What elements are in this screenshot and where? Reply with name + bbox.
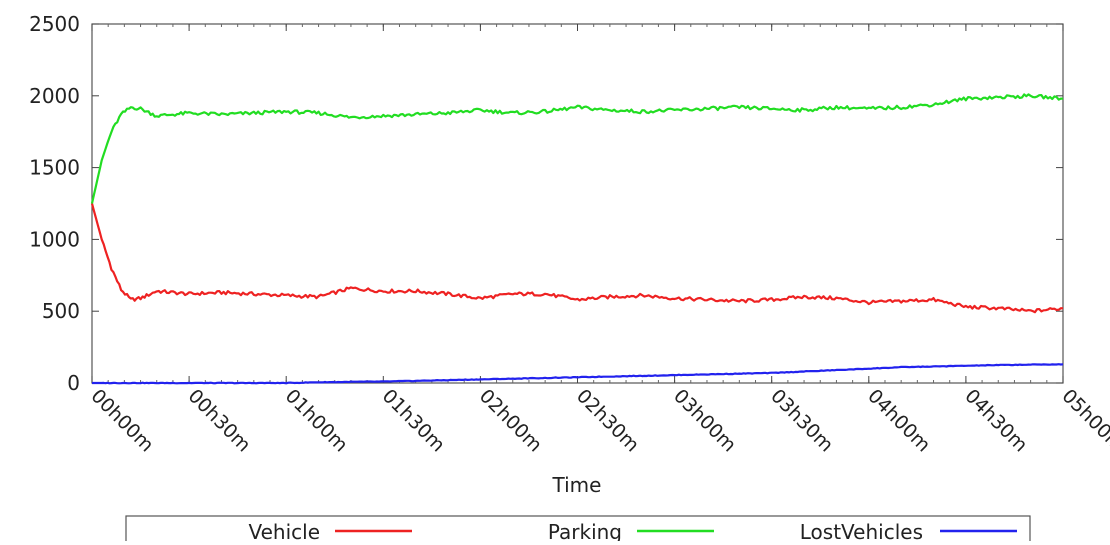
y-tick-label: 2000 (29, 84, 80, 108)
series-line-vehicle (90, 203, 1064, 314)
series-line-parking (90, 93, 1064, 204)
x-tick-label: 03h30m (766, 385, 837, 456)
legend-box (125, 515, 1031, 545)
legend-label-lostvehicles: LostVehicles (800, 520, 923, 541)
x-tick-label: 02h30m (572, 385, 643, 456)
y-tick-label: 0 (67, 371, 80, 395)
x-tick-label: 01h00m (281, 385, 352, 456)
x-tick-label: 00h00m (86, 385, 157, 456)
y-tick-label: 2500 (29, 12, 80, 36)
x-tick-label: 04h00m (863, 385, 934, 456)
x-tick-label: 04h30m (960, 385, 1031, 456)
x-axis-label: Time (552, 473, 602, 497)
legend-label-parking: Parking (548, 520, 622, 541)
plot-frame (91, 23, 1064, 384)
x-tick-label: 01h30m (378, 385, 449, 456)
y-tick-label: 1000 (29, 227, 80, 251)
x-tick-label: 02h00m (475, 385, 546, 456)
x-tick-label: 05h00m (1057, 385, 1110, 456)
x-tick-label: 03h00m (669, 385, 740, 456)
y-tick-label: 500 (42, 299, 80, 323)
series-line-lostvehicles (92, 363, 1064, 385)
legend-label-vehicle: Vehicle (248, 520, 320, 541)
x-tick-label: 00h30m (184, 385, 255, 456)
y-tick-label: 1500 (29, 156, 80, 180)
